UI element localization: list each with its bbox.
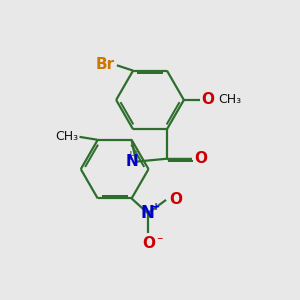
Text: CH₃: CH₃ <box>55 130 78 143</box>
Text: H: H <box>129 150 138 163</box>
Text: Br: Br <box>96 57 115 72</box>
Text: CH₃: CH₃ <box>219 93 242 106</box>
Text: N: N <box>141 204 155 222</box>
Text: N: N <box>126 154 138 169</box>
Text: +: + <box>152 202 160 212</box>
Text: O: O <box>169 192 182 207</box>
Text: ⁻: ⁻ <box>156 235 163 248</box>
Text: O: O <box>194 151 207 166</box>
Text: O: O <box>201 92 214 107</box>
Text: O: O <box>142 236 155 250</box>
